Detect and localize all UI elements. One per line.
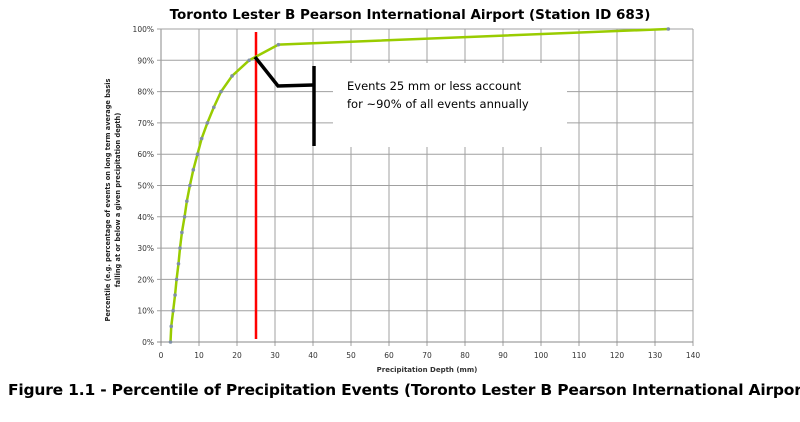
y-axis-label-line-2: falling at or below a given precipitatio… — [114, 113, 122, 288]
y-axis-label-line-1: Percentile (e.g. percentage of events on… — [104, 78, 112, 321]
series-markers — [168, 27, 671, 344]
axis-ticks: 0 10 20 30 40 50 60 70 80 90 100 110 120 130 140 0% 10% 2… — [133, 25, 701, 360]
x-axis-label: Precipitation Depth (mm) — [377, 366, 478, 374]
x-tick-label: 50 — [346, 351, 356, 360]
x-tick-label: 120 — [610, 351, 625, 360]
y-tick-label: 80% — [137, 88, 154, 97]
y-tick-label: 10% — [137, 307, 154, 316]
x-tick-label: 70 — [422, 351, 432, 360]
data-point — [276, 42, 281, 47]
data-point — [173, 293, 177, 297]
y-tick-label: 50% — [137, 182, 154, 191]
data-point — [168, 340, 173, 344]
data-point — [185, 199, 189, 203]
y-axis-label: Percentile (e.g. percentage of events on… — [104, 78, 122, 321]
x-tick-label: 0 — [159, 351, 164, 360]
y-tick-label: 100% — [133, 25, 154, 34]
data-point — [212, 105, 216, 110]
y-tick-label: 20% — [137, 275, 154, 284]
annotation-text: Events 25 mm or less account for ~90% of… — [347, 77, 529, 113]
x-tick-label: 130 — [648, 351, 663, 360]
data-point — [247, 58, 251, 63]
data-point — [230, 74, 234, 78]
y-tick-label: 30% — [137, 244, 154, 253]
y-tick-label: 90% — [137, 56, 154, 65]
x-tick-label: 90 — [498, 351, 508, 360]
data-point — [666, 27, 671, 31]
annotation-pointer — [253, 55, 314, 88]
y-tick-label: 40% — [137, 213, 154, 222]
x-tick-label: 10 — [194, 351, 204, 360]
x-tick-label: 60 — [384, 351, 394, 360]
x-tick-label: 30 — [270, 351, 280, 360]
x-tick-label: 40 — [308, 351, 318, 360]
x-tick-label: 80 — [460, 351, 470, 360]
annotation-line-1: Events 25 mm or less account — [347, 79, 522, 93]
data-point — [219, 89, 223, 94]
figure-caption: Figure 1.1 - Percentile of Precipitation… — [8, 381, 800, 399]
chart-title: Toronto Lester B Pearson International A… — [170, 7, 651, 23]
annotation-box — [333, 63, 567, 147]
data-point — [191, 168, 196, 172]
data-point — [174, 277, 179, 282]
data-point — [188, 183, 192, 188]
data-point — [180, 230, 184, 235]
x-tick-label: 100 — [534, 351, 549, 360]
y-tick-label: 60% — [137, 150, 154, 159]
x-tick-label: 20 — [232, 351, 242, 360]
annotation-line-2: for ~90% of all events annually — [347, 97, 529, 111]
data-point — [169, 324, 174, 329]
y-tick-label: 70% — [137, 119, 154, 128]
data-point — [195, 152, 200, 156]
data-point — [176, 261, 181, 266]
data-point — [199, 136, 204, 141]
data-point — [171, 308, 175, 313]
x-tick-label: 110 — [572, 351, 587, 360]
x-tick-label: 140 — [686, 351, 701, 360]
y-tick-label: 0% — [142, 338, 154, 347]
data-point — [178, 246, 182, 250]
data-point — [182, 215, 187, 219]
data-point — [205, 121, 210, 125]
